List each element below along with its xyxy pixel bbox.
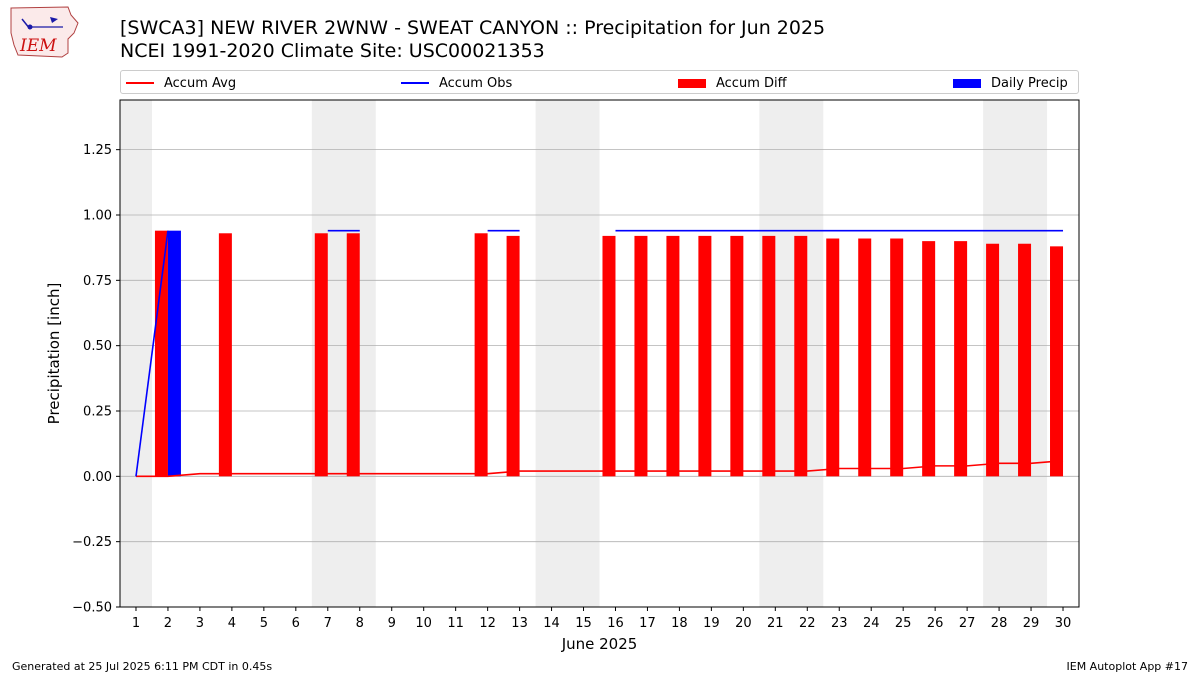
y-tick-label-5: 0.75 [83, 274, 112, 289]
accum-diff-bar-26 [922, 241, 936, 477]
x-tick-label-4: 4 [228, 616, 236, 631]
accum-diff-bar-20 [730, 235, 744, 477]
x-tick-label-16: 16 [607, 616, 624, 631]
flag-icon [50, 17, 58, 23]
legend-item-accum-obs: Accum Obs [401, 74, 512, 92]
y-tick-label-1: −0.25 [72, 535, 112, 550]
plot-frame [119, 99, 1080, 608]
generated-timestamp: Generated at 25 Jul 2025 6:11 PM CDT in … [12, 660, 273, 673]
legend-item-accum-avg: Accum Avg [126, 74, 236, 92]
legend-swatch-accum-obs [401, 82, 429, 84]
chart-subtitle: NCEI 1991-2020 Climate Site: USC00021353 [120, 40, 545, 62]
accum-diff-bar-4 [218, 233, 232, 477]
x-tick-label-30: 30 [1055, 616, 1072, 631]
accum-diff-bar-21 [762, 235, 776, 477]
accum-diff-bar-2 [154, 230, 168, 477]
x-tick-label-2: 2 [164, 616, 172, 631]
accum-diff-bar-25 [890, 238, 904, 477]
y-tick-label-4: 0.50 [83, 339, 112, 354]
app-label: IEM Autoplot App #17 [1066, 660, 1189, 673]
x-tick-label-14: 14 [543, 616, 560, 631]
chart-title: [SWCA3] NEW RIVER 2WNW - SWEAT CANYON ::… [120, 17, 826, 39]
weekend-shade-0 [120, 100, 152, 607]
accum-diff-bar-7 [314, 233, 328, 477]
legend-label-daily-precip: Daily Precip [991, 75, 1068, 91]
x-tick-label-3: 3 [196, 616, 204, 631]
daily-precip-bar-2 [167, 230, 181, 477]
accum-diff-bar-28 [986, 243, 1000, 477]
legend-item-accum-diff: Accum Diff [678, 74, 787, 92]
x-tick-label-6: 6 [292, 616, 300, 631]
accum-diff-bar-12 [474, 233, 488, 477]
x-tick-label-15: 15 [575, 616, 592, 631]
y-tick-label-3: 0.25 [83, 404, 112, 419]
accum-diff-bar-18 [666, 235, 680, 477]
x-tick-label-29: 29 [1023, 616, 1040, 631]
x-tick-label-27: 27 [959, 616, 976, 631]
x-tick-label-20: 20 [735, 616, 752, 631]
accum-obs-line-0 [135, 230, 169, 477]
accum-diff-bar-19 [698, 235, 712, 477]
x-tick-label-13: 13 [511, 616, 528, 631]
y-tick-label-6: 1.00 [83, 208, 112, 223]
accum-diff-bar-27 [954, 241, 968, 477]
x-axis-label: June 2025 [561, 635, 638, 653]
x-tick-label-8: 8 [356, 616, 364, 631]
accum-diff-bar-30 [1050, 246, 1064, 477]
x-tick-label-23: 23 [831, 616, 848, 631]
legend-item-daily-precip: Daily Precip [953, 74, 1068, 92]
accum-diff-bar-22 [794, 235, 808, 477]
x-tick-label-24: 24 [863, 616, 880, 631]
x-tick-label-10: 10 [415, 616, 432, 631]
iem-logo: IEM [8, 5, 80, 59]
legend-swatch-daily-precip [953, 78, 981, 88]
accum-diff-bar-13 [506, 235, 520, 477]
x-tick-label-11: 11 [447, 616, 464, 631]
y-tick-label-0: −0.50 [72, 601, 112, 616]
x-tick-label-28: 28 [991, 616, 1008, 631]
y-tick-label-7: 1.25 [83, 143, 112, 158]
legend-label-accum-diff: Accum Diff [716, 75, 787, 91]
y-tick-label-2: 0.00 [83, 470, 112, 485]
weekend-shade-2 [535, 100, 600, 607]
x-tick-label-5: 5 [260, 616, 268, 631]
x-tick-label-12: 12 [479, 616, 496, 631]
legend-label-accum-obs: Accum Obs [439, 75, 513, 91]
x-tick-label-21: 21 [767, 616, 784, 631]
accum-diff-bar-29 [1018, 243, 1032, 477]
x-tick-label-18: 18 [671, 616, 688, 631]
x-tick-label-7: 7 [324, 616, 332, 631]
accum-diff-bar-24 [858, 238, 872, 477]
x-tick-label-9: 9 [388, 616, 396, 631]
accum-diff-bar-16 [602, 235, 616, 477]
x-tick-label-1: 1 [132, 616, 140, 631]
x-tick-label-25: 25 [895, 616, 912, 631]
chart-legend: Accum Avg Accum Obs Accum Diff Daily Pre… [120, 70, 1079, 94]
x-tick-label-22: 22 [799, 616, 816, 631]
accum-diff-bar-17 [634, 235, 648, 477]
x-tick-label-26: 26 [927, 616, 944, 631]
x-tick-label-17: 17 [639, 616, 656, 631]
accum-diff-bar-8 [346, 233, 360, 477]
accum-avg-line [135, 459, 1064, 478]
y-axis-label: Precipitation [inch] [45, 283, 63, 425]
logo-text: IEM [19, 36, 57, 56]
iowa-outline-icon [10, 6, 79, 58]
x-tick-label-19: 19 [703, 616, 720, 631]
legend-swatch-accum-diff [678, 78, 706, 88]
legend-swatch-accum-avg [126, 82, 154, 84]
legend-label-accum-avg: Accum Avg [164, 75, 237, 91]
accum-diff-bar-23 [826, 238, 840, 477]
